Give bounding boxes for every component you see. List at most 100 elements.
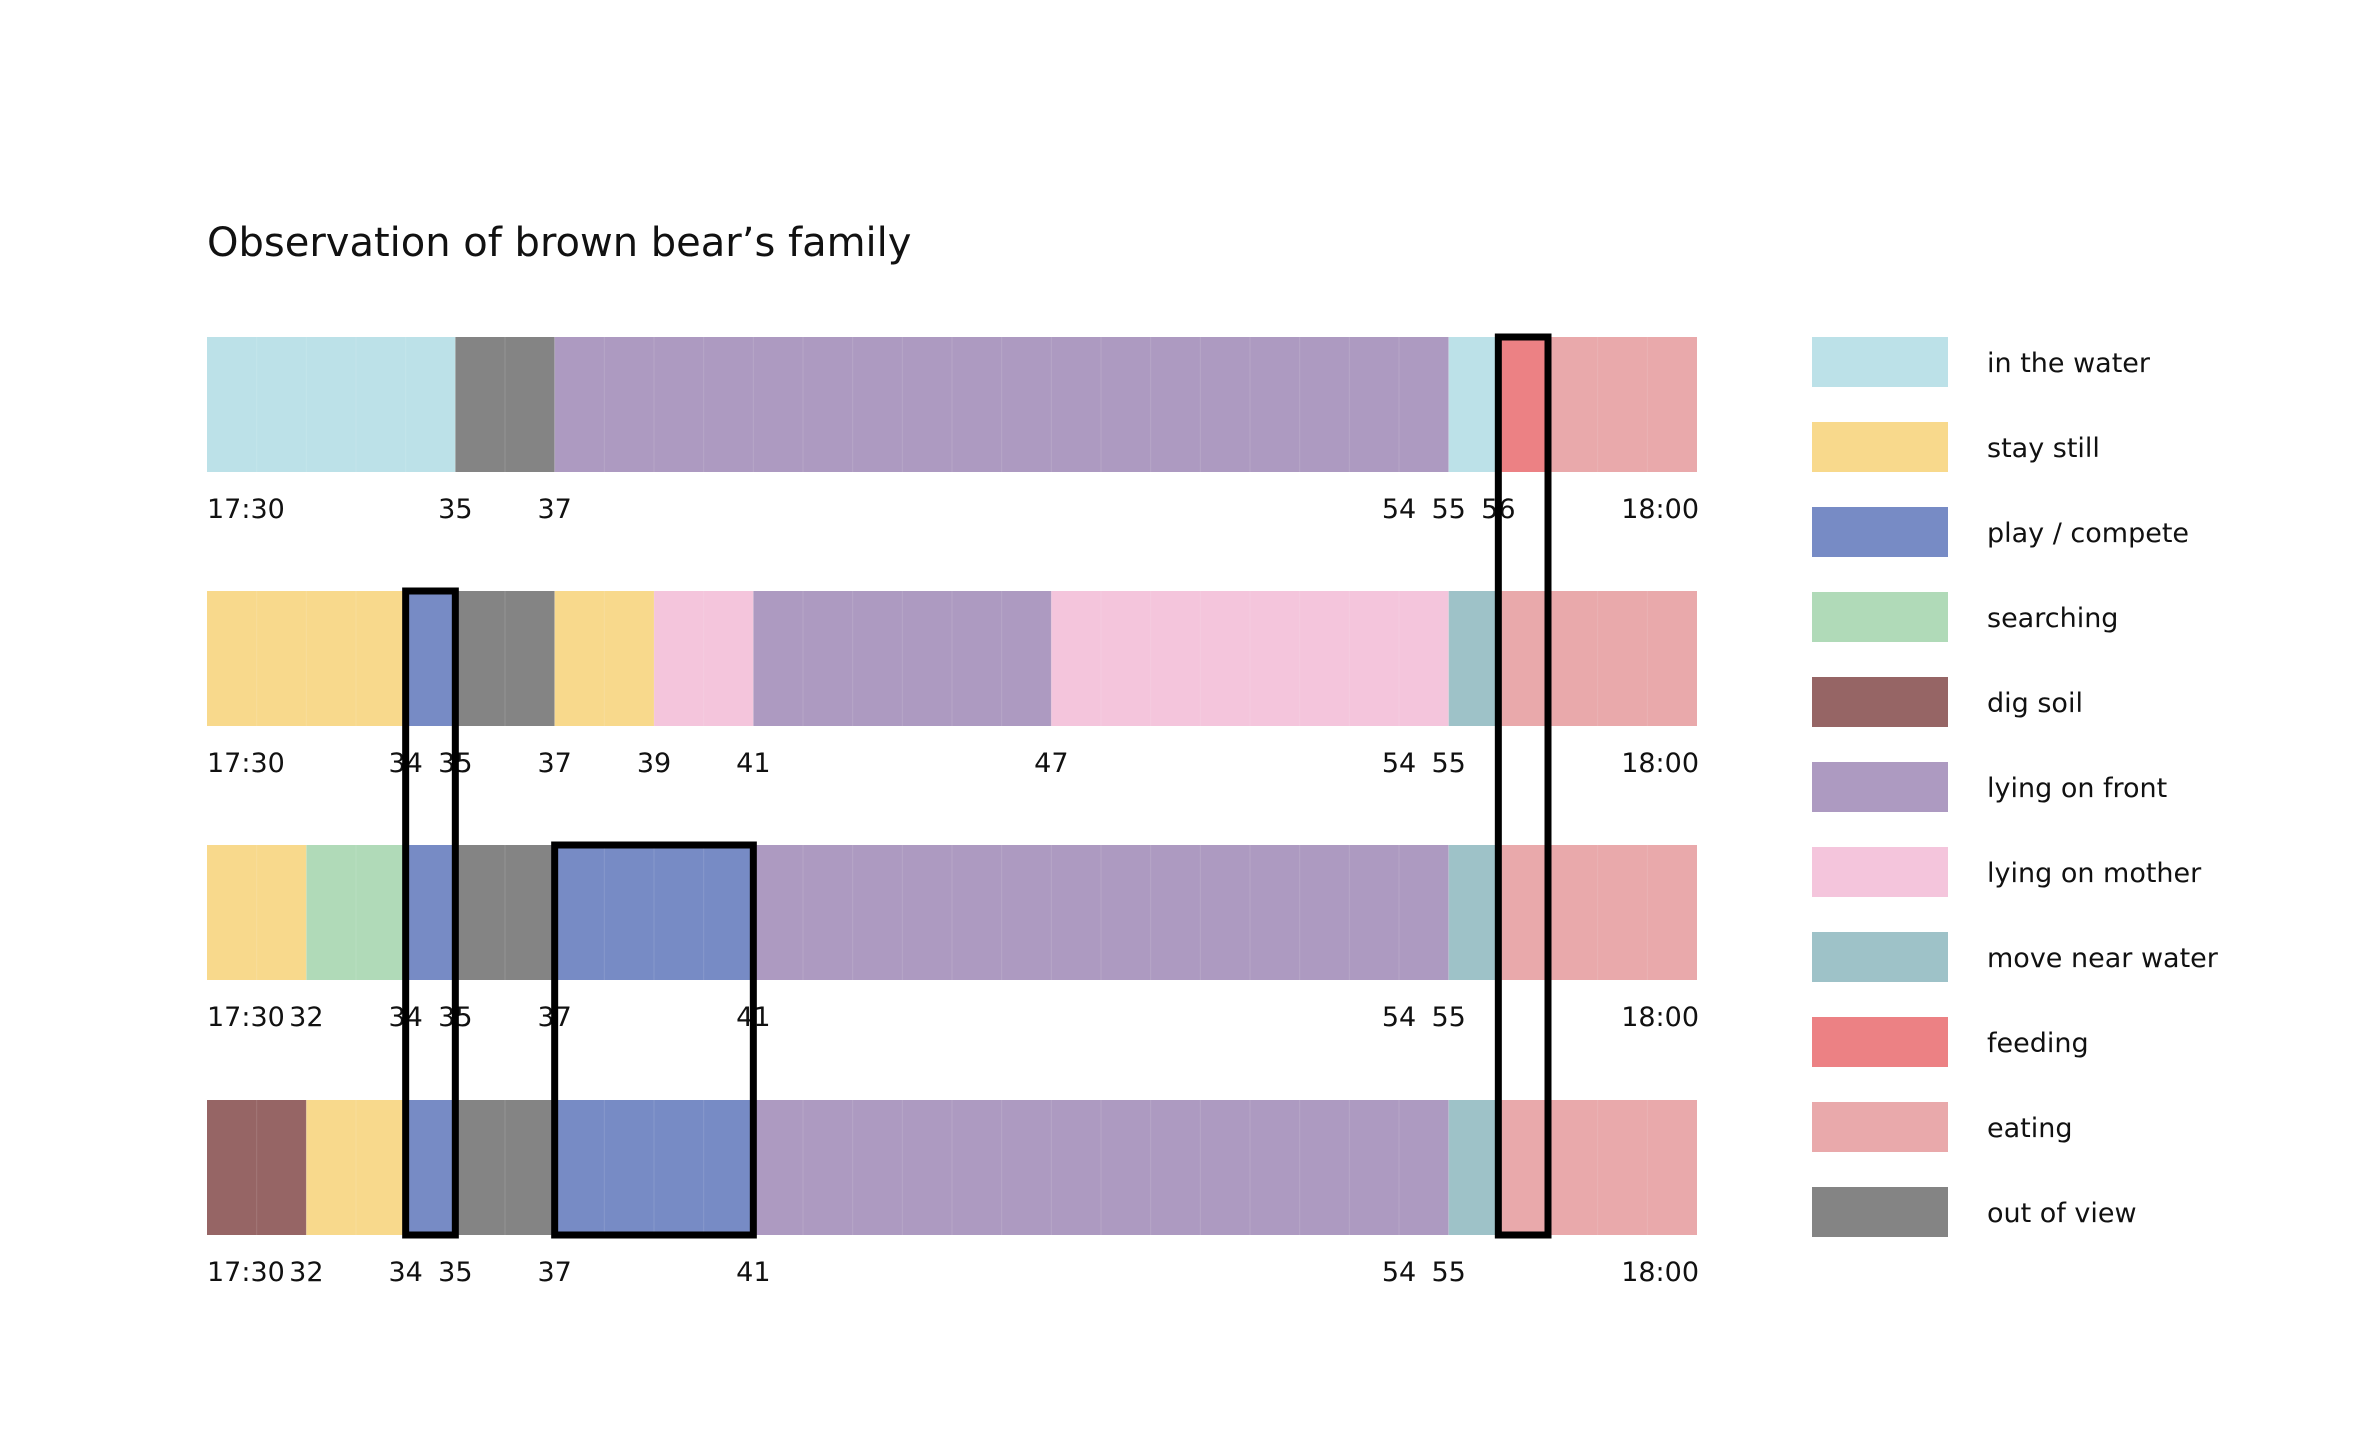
segment-stay-still	[207, 591, 406, 726]
timeline-row-4: 17:30 32 34 35 37 41 54 55 18:00	[207, 1100, 1699, 1288]
tick-label: 32	[289, 1257, 323, 1288]
tick-label: 37	[537, 1257, 571, 1288]
legend-label: searching	[1987, 603, 2118, 634]
tick-label: 41	[736, 748, 770, 779]
tick-label: 39	[637, 748, 671, 779]
segment-eating	[1498, 591, 1697, 726]
highlight-boxes	[402, 333, 1552, 1239]
segment-lying-front	[753, 845, 1449, 980]
legend-swatch	[1812, 932, 1948, 982]
legend-swatch	[1812, 507, 1948, 557]
segment-play	[554, 845, 754, 980]
legend-item-dig-soil: dig soil	[1812, 677, 2083, 727]
tick-label: 18:00	[1621, 748, 1699, 779]
segment-play	[405, 591, 456, 726]
segment-lying-front	[554, 337, 1449, 472]
segment-move-water	[1448, 1100, 1499, 1235]
legend-swatch	[1812, 847, 1948, 897]
tick-label: 55	[1431, 494, 1465, 525]
highlight-box-3	[1494, 333, 1552, 1239]
legend-swatch	[1812, 592, 1948, 642]
tick-label: 54	[1382, 1257, 1416, 1288]
segment-move-water	[1448, 845, 1499, 980]
tick-label: 55	[1431, 1257, 1465, 1288]
tick-label: 37	[537, 494, 571, 525]
legend-item-eating: eating	[1812, 1102, 2073, 1152]
legend: in the water stay still play / compete sear…	[1812, 337, 2219, 1237]
tick-label: 17:30	[207, 1002, 285, 1033]
segment-eating	[1498, 1100, 1697, 1235]
tick-label: 55	[1431, 748, 1465, 779]
tick-label: 54	[1382, 748, 1416, 779]
tick-label: 17:30	[207, 494, 285, 525]
legend-item-searching: searching	[1812, 592, 2118, 642]
tick-label: 41	[736, 1257, 770, 1288]
tick-label: 47	[1034, 748, 1068, 779]
legend-item-move-water: move near water	[1812, 932, 2219, 982]
segment-lying-mother	[1051, 591, 1449, 726]
segment-searching	[306, 845, 406, 980]
legend-item-lying-mother: lying on mother	[1812, 847, 2202, 897]
segment-lying-mother	[654, 591, 754, 726]
segment-eating	[1498, 845, 1697, 980]
tick-label: 17:30	[207, 748, 285, 779]
tick-label: 18:00	[1621, 494, 1699, 525]
segment-feeding	[1498, 337, 1548, 472]
legend-swatch	[1812, 677, 1948, 727]
legend-swatch	[1812, 762, 1948, 812]
segment-out-of-view	[455, 591, 555, 726]
segment-stay-still	[207, 845, 307, 980]
tick-label: 37	[537, 748, 571, 779]
segment-out-of-view	[455, 337, 555, 472]
legend-item-play: play / compete	[1812, 507, 2189, 557]
timeline-row-1: 17:30 35 37 54 55 56 18:00	[207, 337, 1699, 525]
segment-out-of-view	[455, 845, 555, 980]
legend-label: feeding	[1987, 1028, 2089, 1059]
legend-label: lying on front	[1987, 773, 2167, 804]
segment-dig-soil	[207, 1100, 307, 1235]
tick-label: 35	[438, 494, 472, 525]
segment-lying-front	[753, 1100, 1449, 1235]
legend-swatch	[1812, 1187, 1948, 1237]
legend-swatch	[1812, 1017, 1948, 1067]
segment-in-water	[1448, 337, 1499, 472]
highlight-box-1	[402, 587, 459, 1239]
highlight-box-2	[551, 841, 757, 1239]
segment-stay-still	[306, 1100, 406, 1235]
segment-out-of-view	[455, 1100, 555, 1235]
legend-label: lying on mother	[1987, 858, 2202, 889]
legend-label: play / compete	[1987, 518, 2189, 549]
legend-label: out of view	[1987, 1198, 2137, 1229]
segment-move-water	[1448, 591, 1499, 726]
legend-item-in-water: in the water	[1812, 337, 2151, 387]
segment-play	[405, 845, 456, 980]
legend-item-out-of-view: out of view	[1812, 1187, 2137, 1237]
legend-label: dig soil	[1987, 688, 2083, 719]
legend-swatch	[1812, 422, 1948, 472]
segment-play	[554, 1100, 754, 1235]
legend-item-lying-front: lying on front	[1812, 762, 2167, 812]
chart-title: Observation of brown bear’s family	[207, 220, 911, 266]
tick-label: 34	[388, 1257, 422, 1288]
legend-swatch	[1812, 1102, 1948, 1152]
tick-label: 54	[1382, 1002, 1416, 1033]
legend-label: in the water	[1987, 348, 2151, 379]
tick-label: 17:30	[207, 1257, 285, 1288]
segment-stay-still	[554, 591, 654, 726]
segment-eating	[1548, 337, 1697, 472]
timeline-row-2: 17:30 34 35 37 39 41 47 54 55 18:00	[207, 591, 1699, 779]
legend-label: move near water	[1987, 943, 2219, 974]
tick-label: 54	[1382, 494, 1416, 525]
legend-swatch	[1812, 337, 1948, 387]
tick-label: 18:00	[1621, 1257, 1699, 1288]
segment-lying-front	[753, 591, 1052, 726]
segment-play	[405, 1100, 456, 1235]
segment-in-water	[207, 337, 456, 472]
legend-item-stay-still: stay still	[1812, 422, 2100, 472]
tick-label: 32	[289, 1002, 323, 1033]
legend-label: stay still	[1987, 433, 2100, 464]
legend-label: eating	[1987, 1113, 2073, 1144]
tick-label: 18:00	[1621, 1002, 1699, 1033]
